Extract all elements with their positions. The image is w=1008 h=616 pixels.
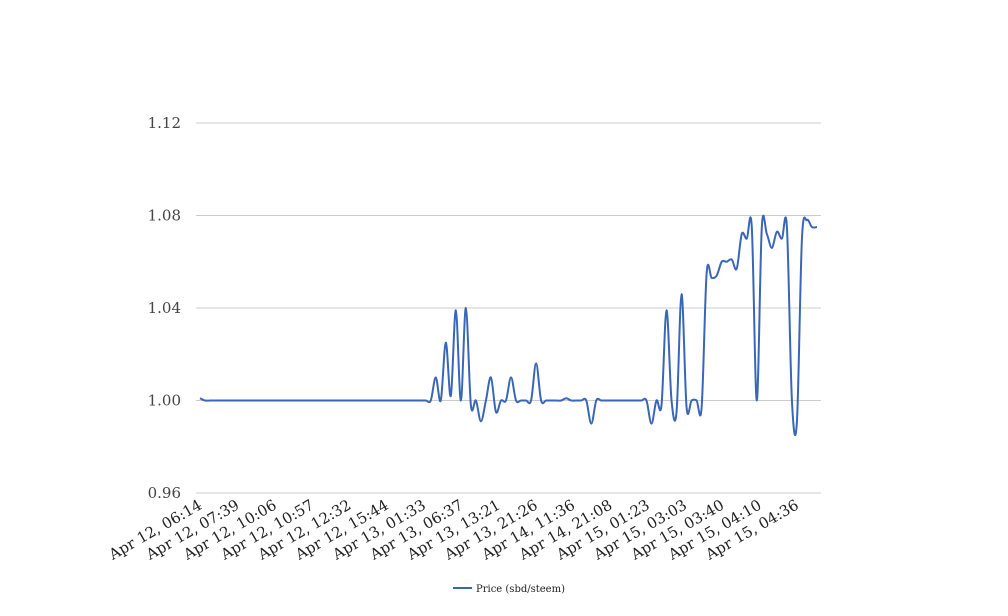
- gridlines: [196, 122, 821, 494]
- y-tick-label: 1.12: [148, 114, 181, 132]
- y-tick-label: 1.00: [148, 392, 181, 410]
- series-line-price: [199, 214, 818, 437]
- legend-label-price: Price (sbd/steem): [476, 584, 565, 595]
- series-layer: [199, 214, 818, 437]
- y-tick-label: 0.96: [148, 484, 181, 502]
- y-axis-ticks: 0.96 1.00 1.04 1.08 1.12: [148, 114, 181, 502]
- y-tick-label: 1.04: [148, 299, 181, 317]
- y-tick-label: 1.08: [148, 207, 181, 225]
- legend: Price (sbd/steem): [453, 584, 565, 595]
